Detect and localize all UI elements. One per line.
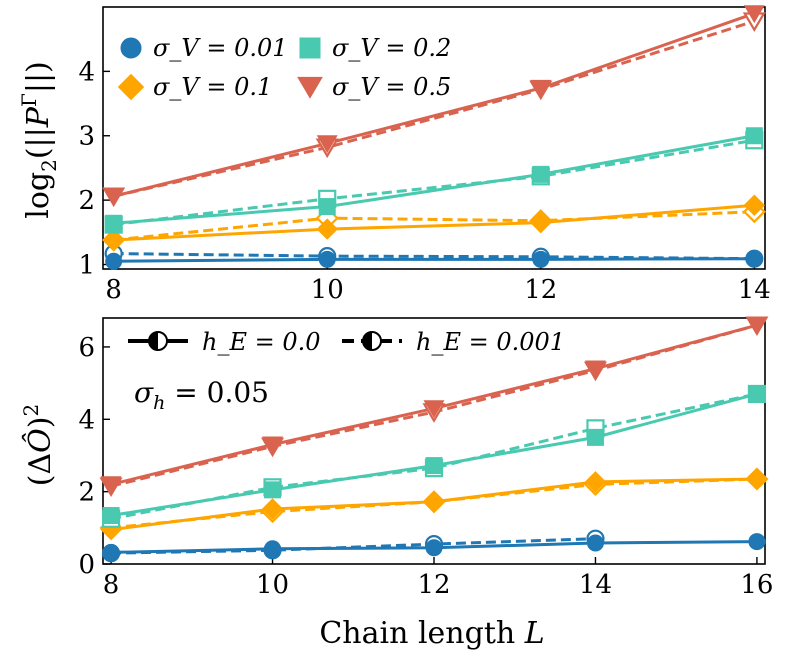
x-tick-label: 10 <box>256 570 289 600</box>
series-2-filled-marker <box>318 198 336 216</box>
series-3-filled-marker <box>743 5 765 24</box>
series-1-filled-marker <box>261 498 284 520</box>
bottom-x-axis-label: Chain length L <box>319 616 544 651</box>
legend-label-0: σ_V = 0.01 <box>153 34 288 62</box>
series-2-solid-line <box>113 134 755 225</box>
legend-marker-2 <box>299 37 321 59</box>
top-y-axis-label: log2(||PΓ||) <box>17 61 61 219</box>
series-2-filled-marker <box>748 385 766 403</box>
y-tick-label: 6 <box>78 333 95 363</box>
series-1-filled-marker <box>102 229 125 251</box>
bottom-panel: 8 10 12 14 16 0 2 4 6 h_E = 0.0 h_E = 0.001 σh = … <box>19 316 773 651</box>
legend-label-1: σ_V = 0.1 <box>153 73 272 101</box>
x-tick-label: 8 <box>105 275 122 305</box>
series-2-filled-marker <box>586 428 604 446</box>
series-2-filled-marker <box>745 127 763 145</box>
series-1-filled-marker <box>746 468 768 490</box>
x-tick-label: 12 <box>524 275 557 305</box>
series-1-dashed-line <box>113 210 755 242</box>
x-tick-label: 10 <box>311 275 344 305</box>
y-tick-label: 2 <box>78 478 95 508</box>
series-3-filled-marker <box>100 476 122 495</box>
x-tick-label: 14 <box>579 570 612 600</box>
bottom-axis-ticks: 8 10 12 14 16 0 2 4 6 <box>78 333 773 600</box>
series-3-filled-marker <box>316 135 338 154</box>
series-0-filled-marker <box>264 540 282 558</box>
series-2-filled-marker <box>102 507 120 525</box>
series-1-filled-marker <box>584 471 607 493</box>
sigma-h-annotation: σh = 0.05 <box>134 376 269 414</box>
series-0-filled-marker <box>586 534 604 552</box>
y-tick-label: 4 <box>78 57 95 87</box>
legend-marker-1 <box>117 73 145 101</box>
series-0-filled-marker <box>532 250 550 268</box>
top-legend: σ_V = 0.01 σ_V = 0.1 σ_V = 0.2 σ_V = 0.5 <box>117 34 451 101</box>
bottom-linestyle-legend: h_E = 0.0 h_E = 0.001 <box>128 328 565 356</box>
series-3-filled-marker <box>423 400 445 419</box>
series-0-filled-marker <box>745 250 763 268</box>
series-2-filled-marker <box>264 481 282 499</box>
linestyle-marker-half-1 <box>363 332 372 350</box>
y-tick-label: 2 <box>78 186 95 216</box>
y-tick-label: 0 <box>78 550 95 580</box>
series-3-filled-marker <box>262 436 284 455</box>
series-0-filled-marker <box>105 252 123 270</box>
series-1-filled-marker <box>530 211 552 234</box>
series-0-solid-line <box>113 257 755 263</box>
series-1-filled-marker <box>743 194 766 216</box>
series-2-filled-marker <box>532 165 550 183</box>
x-tick-label: 16 <box>740 570 773 600</box>
series-2-filled-marker <box>425 457 443 475</box>
linestyle-marker-half-0 <box>149 332 158 350</box>
series-1-solid-line <box>113 203 755 242</box>
top-series-markers <box>102 5 766 270</box>
bottom-series-lines <box>110 323 758 555</box>
series-3-dashed-line <box>113 19 755 198</box>
top-series-lines <box>113 12 755 263</box>
linestyle-label-0: h_E = 0.0 <box>202 328 321 356</box>
series-3-filled-marker <box>746 317 768 335</box>
series-1-filled-marker <box>423 491 445 513</box>
x-tick-label: 8 <box>103 570 120 600</box>
series-1-filled-marker <box>316 218 338 240</box>
series-2-filled-marker <box>105 214 123 232</box>
x-tick-label: 14 <box>738 275 771 305</box>
legend-marker-3 <box>297 76 323 99</box>
series-3-solid-line <box>113 12 755 198</box>
y-tick-label: 3 <box>78 122 95 152</box>
series-0-filled-marker <box>318 250 336 268</box>
x-tick-label: 12 <box>417 570 450 600</box>
linestyle-label-1: h_E = 0.001 <box>416 328 565 356</box>
y-tick-label: 1 <box>78 250 95 280</box>
series-0-filled-marker <box>425 539 443 557</box>
series-0-filled-marker <box>102 543 120 561</box>
legend-marker-0 <box>120 37 142 59</box>
bottom-series-markers <box>99 316 769 563</box>
series-3-filled-marker <box>530 79 552 98</box>
series-3-filled-marker <box>584 360 606 379</box>
series-3-filled-marker <box>103 188 125 206</box>
series-0-filled-marker <box>748 533 766 551</box>
top-plot-frame <box>102 6 766 270</box>
series-2-dashed-line <box>113 138 755 227</box>
bottom-y-axis-label: (ΔÔ)2 <box>19 404 58 486</box>
legend-label-2: σ_V = 0.2 <box>332 34 451 62</box>
y-tick-label: 4 <box>78 405 95 435</box>
legend-label-3: σ_V = 0.5 <box>332 73 451 101</box>
